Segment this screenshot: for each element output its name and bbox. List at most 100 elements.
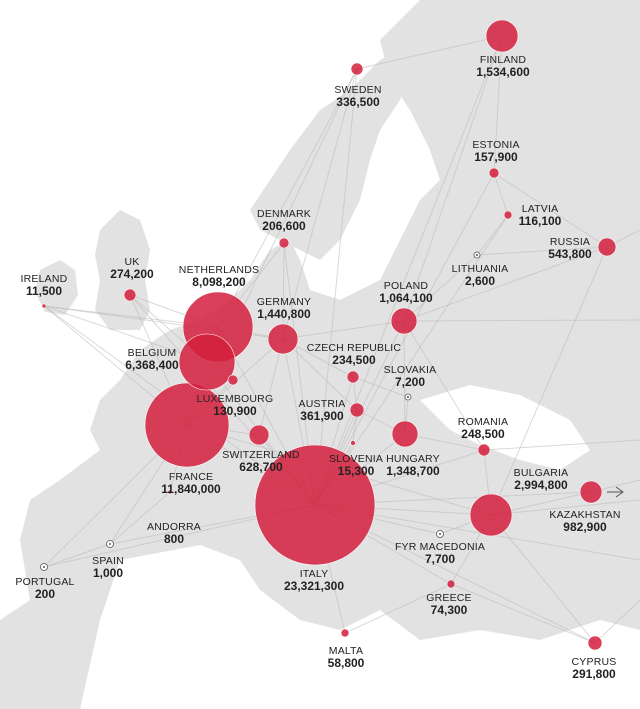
bubble-si [350, 440, 356, 446]
route-line [282, 68, 358, 340]
country-name: SLOVAKIA [383, 364, 437, 376]
country-value: 157,900 [474, 150, 518, 165]
bubble-dk [278, 237, 290, 249]
country-name: UK [124, 256, 140, 268]
label-lithuania: LITHUANIA 2,600 [440, 263, 520, 289]
route-line [403, 35, 503, 322]
country-name: RUSSIA [549, 236, 591, 248]
label-netherlands: NETHERLANDS 8,098,200 [171, 264, 267, 290]
country-name: BELGIUM [127, 347, 177, 359]
bubble-se [350, 62, 364, 76]
label-finland: FINLAND 1,534,600 [455, 54, 551, 80]
bubble-ch [248, 424, 270, 446]
label-uk: UK 274,200 [92, 256, 172, 282]
label-estonia: ESTONIA 157,900 [456, 139, 536, 165]
country-name: NETHERLANDS [178, 264, 260, 276]
bubble-hu [391, 420, 419, 448]
label-czech-republic: CZECH REPUBLIC 234,500 [300, 342, 408, 368]
route-line [403, 246, 608, 322]
label-austria: AUSTRIA 361,900 [284, 398, 360, 424]
country-value: 336,500 [336, 95, 380, 110]
bubble-ad [167, 489, 173, 495]
bubble-ru [597, 237, 617, 257]
mediterranean-sea [80, 545, 640, 709]
bubble-pl [390, 307, 418, 335]
bubble-gr [446, 579, 456, 589]
bubble-ro [477, 443, 491, 457]
label-belgium: BELGIUM 6,368,400 [114, 347, 190, 373]
label-fyr-macedonia: FYR MACEDONIA 7,700 [388, 541, 492, 567]
bubble-dot-mk [439, 533, 441, 535]
country-name: FYR MACEDONIA [394, 541, 486, 553]
country-name: SLOVENIA [328, 453, 384, 465]
route-line [43, 305, 208, 363]
label-italy: ITALY 23,321,300 [266, 568, 362, 594]
route-line [314, 35, 503, 506]
route-line [493, 172, 608, 248]
route-line [483, 439, 640, 451]
route-line [314, 68, 358, 506]
country-value: 248,500 [461, 427, 505, 442]
country-bubbles [40, 19, 617, 651]
route-line [490, 514, 596, 644]
country-value: 543,800 [548, 247, 592, 262]
country-name: LITHUANIA [451, 263, 509, 275]
country-value: 7,700 [424, 552, 456, 567]
country-value: 130,900 [213, 404, 257, 419]
label-switzerland: SWITZERLAND 628,700 [216, 449, 306, 475]
route-line [352, 376, 409, 398]
country-value: 2,994,800 [514, 478, 568, 493]
country-value: 1,064,100 [379, 291, 433, 306]
country-value: 234,500 [332, 353, 376, 368]
bubble-lu [227, 374, 239, 386]
route-line [403, 254, 478, 322]
label-kazakhstan: KAZAKHSTAN 982,900 [540, 509, 630, 535]
route-line [43, 543, 111, 568]
country-value: 23,321,300 [283, 579, 345, 594]
country-name: KAZAKHSTAN [549, 509, 621, 521]
country-value: 1,440,800 [257, 307, 311, 322]
label-slovenia: SLOVENIA 15,300 [318, 453, 394, 479]
route-line [282, 320, 405, 340]
route-line [594, 599, 640, 644]
country-value: 15,300 [337, 464, 375, 479]
bubble-de [267, 323, 299, 355]
country-name: FRANCE [168, 471, 214, 483]
label-spain: SPAIN 1,000 [78, 555, 138, 581]
country-name: LATVIA [521, 203, 559, 215]
country-name: SWEDEN [334, 84, 382, 96]
label-poland: POLAND 1,064,100 [366, 280, 446, 306]
bubble-cy [587, 635, 603, 651]
country-value: 800 [163, 532, 185, 547]
country-value: 274,200 [110, 267, 154, 282]
map-extras [607, 486, 624, 498]
country-value: 11,500 [25, 284, 63, 299]
bubble-cz [346, 370, 360, 384]
route-line [404, 433, 485, 451]
country-value: 206,600 [262, 219, 306, 234]
country-name: ESTONIA [472, 139, 520, 151]
route-line [356, 35, 503, 70]
label-france: FRANCE 11,840,000 [143, 471, 239, 497]
label-denmark: DENMARK 206,600 [244, 208, 324, 234]
country-value: 7,200 [394, 375, 426, 390]
scandinavia-landmass [250, 50, 410, 260]
country-name: ITALY [299, 568, 329, 580]
bubble-fi [485, 19, 519, 53]
country-value: 628,700 [239, 460, 283, 475]
country-name: CYPRUS [571, 656, 617, 668]
ireland-landmass [35, 260, 78, 315]
label-cyprus: CYPRUS 291,800 [556, 656, 632, 682]
route-line [476, 246, 608, 256]
label-luxembourg: LUXEMBOURG 130,900 [187, 393, 283, 419]
country-value: 361,900 [300, 409, 344, 424]
route-line [314, 172, 495, 506]
country-name: GERMANY [256, 296, 312, 308]
country-name: IRELAND [20, 273, 68, 285]
bubble-dot-pt [43, 566, 45, 568]
bubble-lv [503, 210, 513, 220]
bubble-kz [579, 480, 603, 504]
bubble-mt [340, 628, 350, 638]
